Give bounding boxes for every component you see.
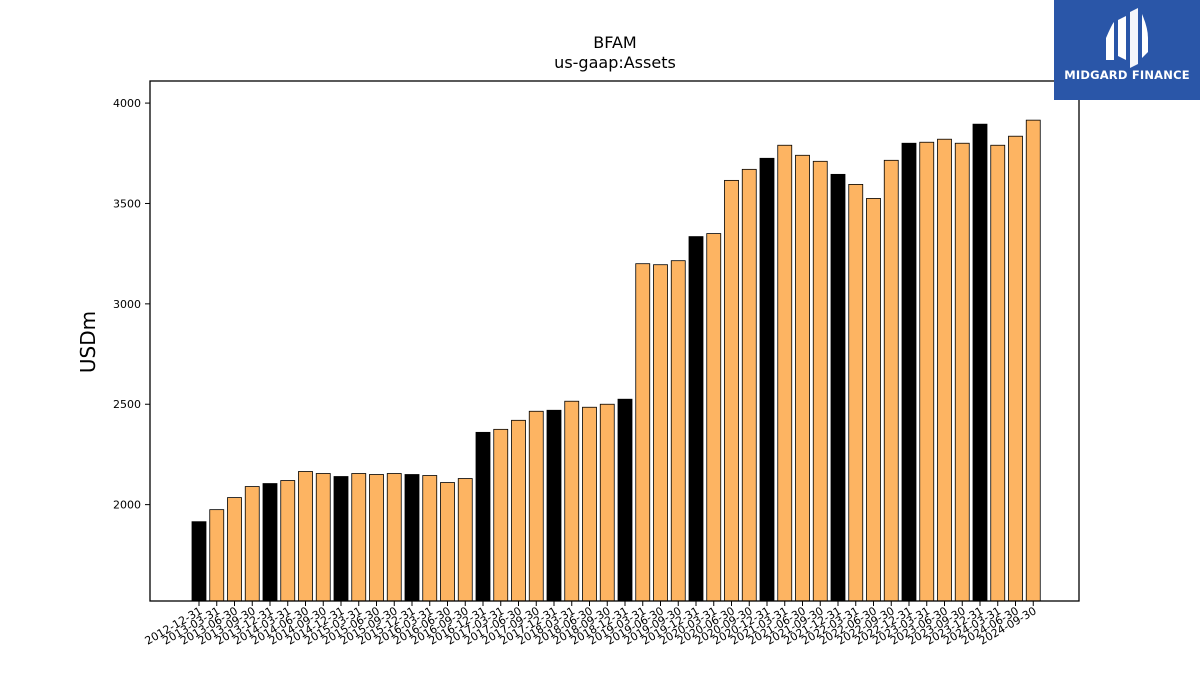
y-tick-label: 2000 (113, 499, 141, 512)
bar-2016-06-30 (440, 482, 455, 602)
bar-2020-12-31 (759, 157, 775, 602)
y-tick-label: 2500 (113, 398, 141, 411)
bar-2023-09-30 (954, 142, 970, 602)
bar-2021-09-30 (812, 160, 828, 602)
bar-2017-09-30 (528, 410, 544, 602)
bar-2018-09-30 (599, 403, 615, 602)
midgard-logo-icon (1106, 8, 1148, 68)
bar-2023-06-30 (937, 138, 952, 602)
bar-2022-09-30 (883, 159, 899, 602)
logo-text: MIDGARD FINANCE (1064, 68, 1190, 82)
bar-2016-03-31 (422, 475, 438, 602)
bar-2016-09-30 (457, 478, 473, 602)
bar-2019-09-30 (670, 260, 686, 602)
bar-2019-06-30 (653, 264, 668, 602)
bar-2020-09-30 (741, 168, 757, 602)
bar-2012-12-31 (191, 521, 207, 602)
bar-2017-06-30 (511, 419, 526, 602)
chart-title: BFAM (593, 33, 636, 52)
bar-2022-03-31 (848, 183, 864, 602)
chart-subtitle: us-gaap:Assets (554, 53, 676, 72)
bar-2021-03-31 (777, 144, 793, 602)
bar-2020-06-30 (724, 179, 739, 602)
bar-2018-03-31 (564, 400, 580, 602)
bar-2018-06-30 (582, 406, 597, 602)
bar-2024-06-30 (1008, 135, 1023, 602)
bar-2014-06-30 (298, 471, 313, 602)
bar-2020-03-31 (706, 233, 722, 602)
bar-2023-03-31 (919, 141, 935, 602)
bar-2013-09-30 (244, 486, 260, 602)
bar-2023-12-31 (972, 123, 988, 602)
bar-2013-06-30 (227, 497, 242, 602)
bar-2021-12-31 (830, 173, 846, 602)
bar-2024-09-30 (1025, 119, 1041, 602)
bar-2014-09-30 (315, 473, 331, 602)
y-tick-label: 3000 (113, 298, 141, 311)
bars-group (191, 119, 1041, 602)
bar-2017-12-31 (546, 409, 562, 602)
bar-2013-12-31 (262, 483, 278, 602)
bar-2022-06-30 (866, 198, 881, 602)
x-ticks-group: 2012-12-312013-03-312013-06-302013-09-30… (143, 601, 1039, 648)
y-ticks-group: 2000 2500 3000 3500 4000 (113, 97, 150, 512)
bar-2014-03-31 (280, 480, 296, 602)
bar-2019-03-31 (635, 263, 651, 602)
bar-2016-12-31 (475, 431, 491, 602)
y-tick-label: 3500 (113, 197, 141, 210)
bar-2013-03-31 (209, 509, 225, 602)
bar-2018-12-31 (617, 398, 633, 602)
plot-frame (149, 80, 1080, 602)
midgard-finance-logo: MIDGARD FINANCE (1054, 0, 1200, 100)
bar-2024-03-31 (990, 144, 1006, 602)
bar-2015-06-30 (369, 474, 384, 602)
bar-2022-12-31 (901, 142, 917, 602)
y-axis-label: USDm (76, 311, 100, 373)
bar-2017-03-31 (493, 428, 509, 602)
bar-2014-12-31 (333, 476, 349, 602)
bar-2015-09-30 (386, 473, 402, 602)
bar-2021-06-30 (795, 154, 810, 602)
y-tick-label: 4000 (113, 97, 141, 110)
bar-2015-03-31 (351, 473, 367, 602)
bar-2015-12-31 (404, 474, 420, 602)
bar-2019-12-31 (688, 236, 704, 602)
